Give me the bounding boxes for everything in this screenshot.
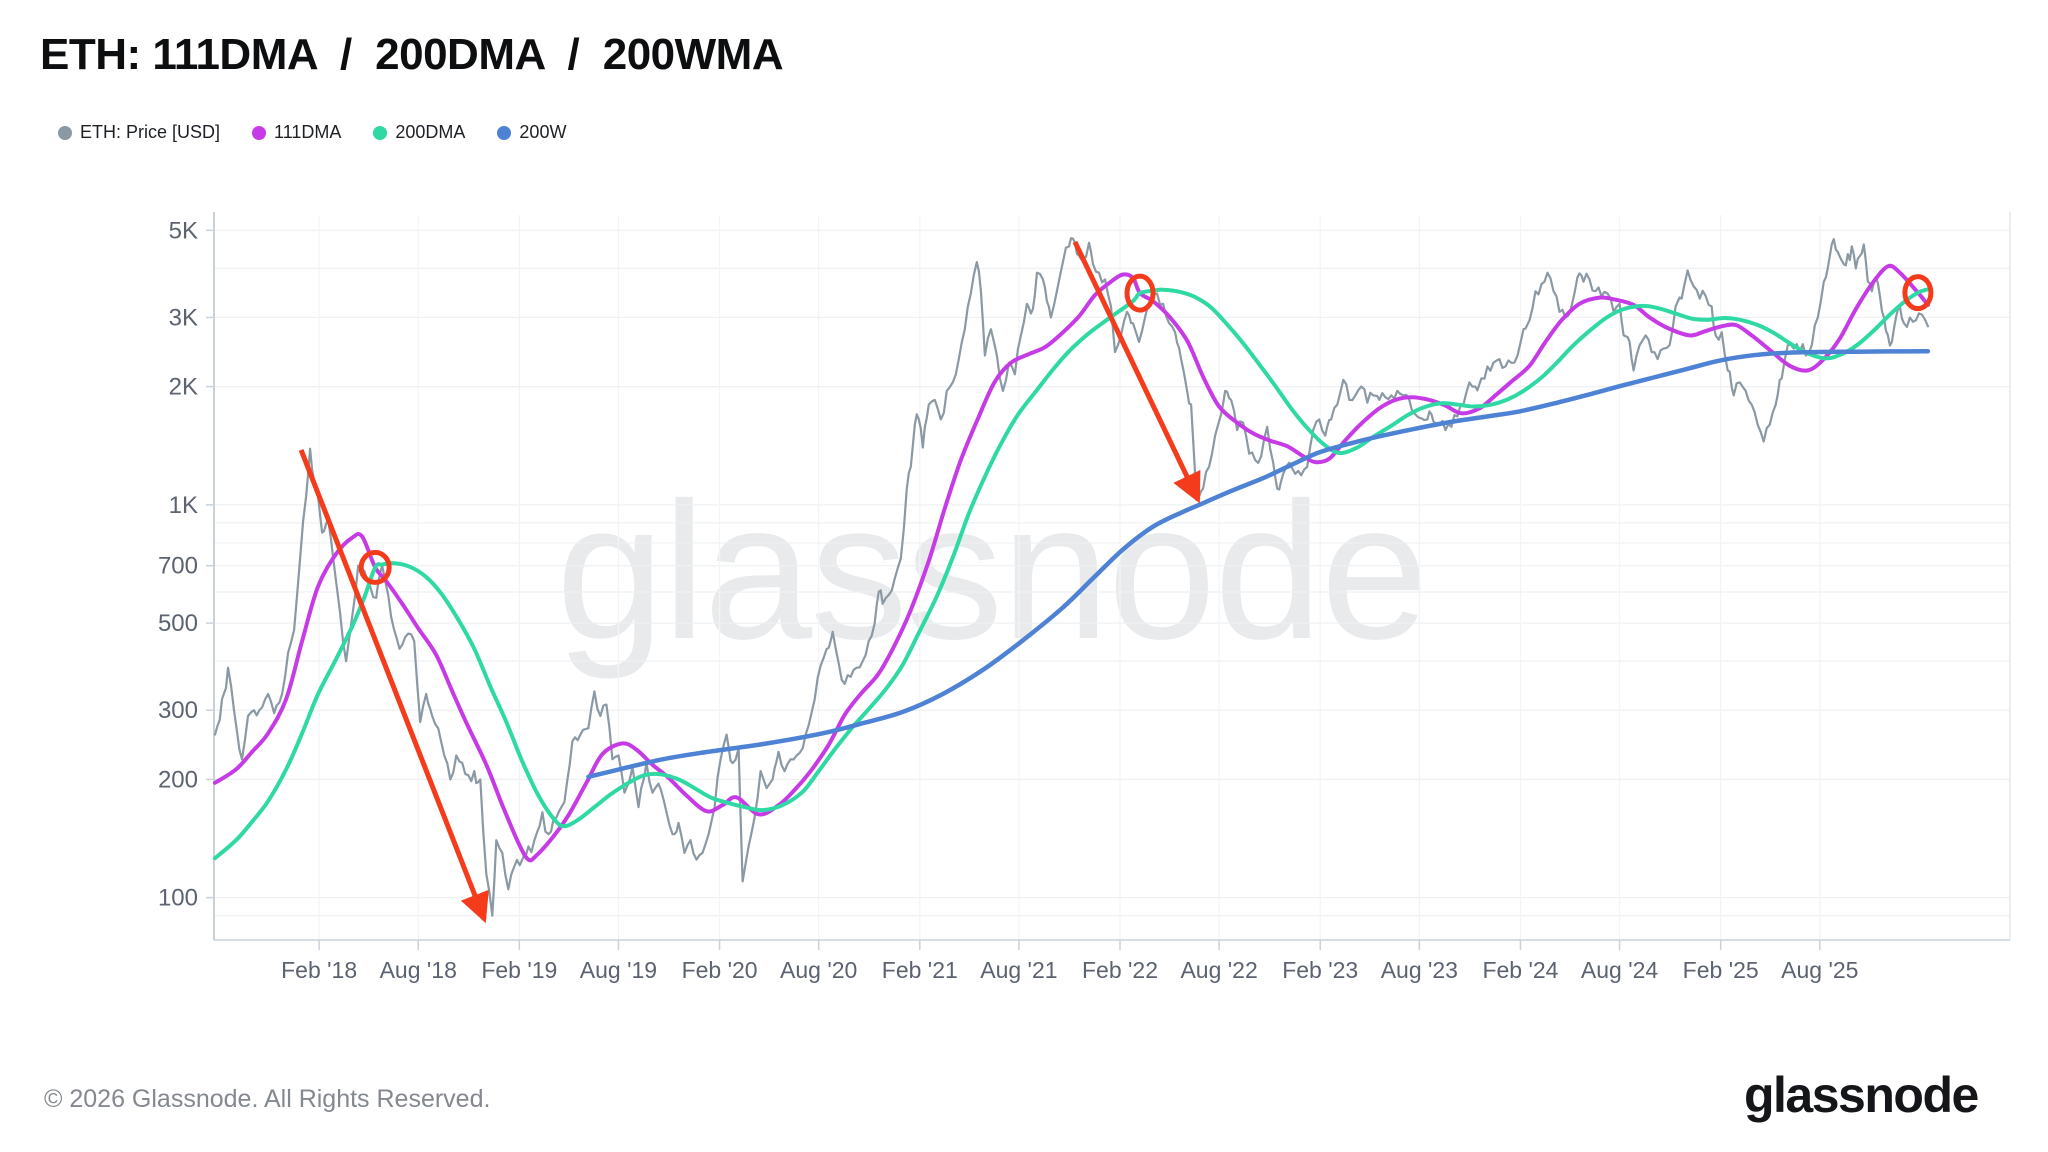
x-axis-label: Feb '22 (1082, 957, 1158, 983)
y-axis-label: 500 (158, 610, 198, 637)
legend-item-label: ETH: Price [USD] (80, 122, 221, 142)
x-axis-label: Aug '25 (1781, 957, 1858, 983)
y-axis-label: 3K (169, 304, 198, 331)
legend-item-eth-price[interactable]: ETH: Price [USD] (58, 122, 220, 143)
x-axis-label: Aug '19 (580, 957, 657, 983)
price-chart-plot[interactable]: 5K 3K 2K 1K 700 500 300 200 100 Feb '18 Aug '18 Feb… (0, 0, 2048, 1020)
y-axis-label: 2K (169, 374, 198, 401)
legend-dot-icon (58, 125, 72, 140)
x-axis-label: Feb '19 (481, 957, 557, 983)
glassnode-watermark: glassnode (556, 462, 1429, 680)
y-axis-label: 200 (158, 766, 198, 793)
annotation-arrow (298, 449, 489, 924)
x-axis-label: Aug '20 (780, 957, 857, 983)
y-axis-label: 100 (158, 885, 198, 912)
x-axis-label: Aug '21 (980, 957, 1057, 983)
legend-item-111dma[interactable]: 111DMA (252, 122, 341, 143)
series-line-eth-price-usd- (213, 237, 1929, 917)
x-axis-label: Feb '18 (281, 957, 357, 983)
series-line-200w (586, 349, 1931, 780)
x-axis-label: Feb '24 (1482, 957, 1558, 983)
x-axis-label: Aug '22 (1180, 957, 1257, 983)
x-axis-label: Aug '24 (1581, 957, 1658, 983)
x-axis-label: Feb '23 (1282, 957, 1358, 983)
legend-dot-icon (373, 125, 388, 140)
annotation-cross-circle (1902, 274, 1934, 312)
annotation-arrow (1072, 240, 1201, 504)
series-line-200dma (213, 287, 1930, 861)
legend-item-label: 200W (519, 122, 567, 142)
copyright-text: © 2026 Glassnode. All Rights Reserved. (44, 1085, 491, 1113)
legend-item-label: 111DMA (274, 122, 342, 142)
y-axis-label: 1K (169, 492, 198, 519)
legend-item-label: 200DMA (395, 122, 466, 142)
glassnode-logo: glassnode (1744, 1067, 1979, 1123)
annotation-cross-circle (1124, 273, 1156, 313)
x-axis-label: Feb '21 (882, 957, 958, 983)
y-axis-label: 700 (158, 553, 198, 580)
legend-item-200w[interactable]: 200W (497, 122, 566, 143)
x-axis-label: Feb '25 (1683, 957, 1759, 983)
legend-dot-icon (252, 125, 267, 140)
legend-item-200dma[interactable]: 200DMA (373, 122, 465, 143)
chart-legend: ETH: Price [USD] 111DMA 200DMA 200W (58, 122, 598, 143)
x-axis-label: Aug '23 (1381, 957, 1458, 983)
page-title: ETH: 111DMA / 200DMA / 200WMA (40, 30, 784, 79)
y-axis-label: 5K (169, 217, 198, 244)
y-axis-label: 300 (158, 697, 198, 724)
x-axis-label: Feb '20 (682, 957, 758, 983)
legend-dot-icon (497, 125, 512, 140)
annotation-cross-circle (358, 549, 392, 585)
series-line-111dma (213, 263, 1930, 863)
x-axis-label: Aug '18 (380, 957, 457, 983)
